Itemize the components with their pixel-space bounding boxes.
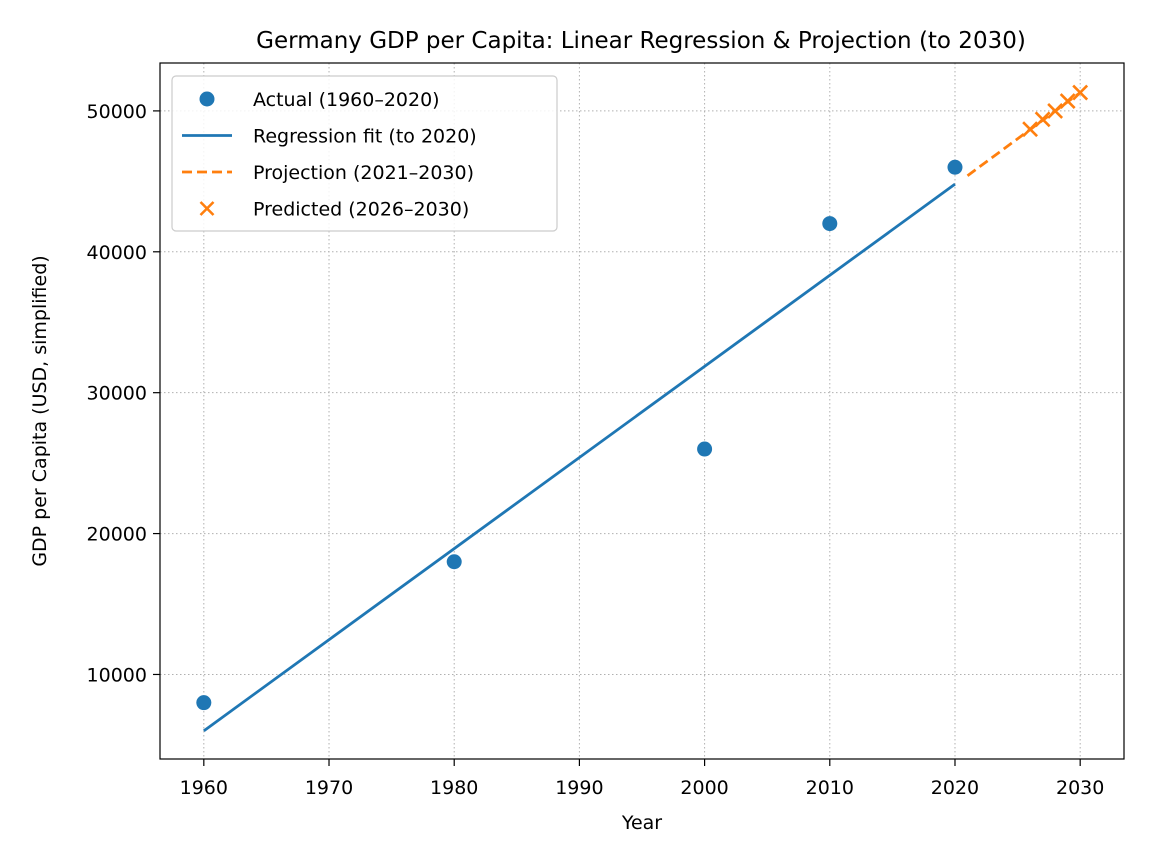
x-tick-label: 1970: [305, 777, 353, 799]
y-tick-label: 10000: [87, 664, 147, 686]
data-point: [822, 216, 838, 232]
x-tick-label: 2030: [1056, 777, 1104, 799]
x-tick-label: 2010: [806, 777, 854, 799]
plot-area: [196, 84, 1089, 732]
data-point: [697, 441, 713, 457]
chart-title: Germany GDP per Capita: Linear Regressio…: [256, 28, 1026, 54]
predicted-point-stroke: [1059, 93, 1076, 109]
x-tick-label: 2000: [680, 777, 728, 799]
legend-label: Predicted (2026–2030): [253, 199, 469, 221]
axes-frame: [159, 62, 1125, 760]
y-tick-label: 50000: [87, 101, 147, 123]
y-tick-label: 40000: [87, 242, 147, 264]
series-line-2: [966, 91, 1082, 177]
y-tick-label: 30000: [87, 383, 147, 405]
x-tick-label: 1960: [180, 777, 228, 799]
legend-item: Predicted (2026–2030): [199, 199, 469, 221]
x-axis-label: Year: [621, 812, 662, 834]
predicted-point-stroke: [1047, 102, 1064, 119]
x-tick-label: 1980: [430, 777, 478, 799]
legend-label: Projection (2021–2030): [253, 162, 474, 184]
predicted-point-stroke: [1022, 121, 1039, 138]
legend-item: Projection (2021–2030): [182, 162, 474, 184]
y-tick-label: 20000: [87, 524, 147, 546]
legend: Actual (1960–2020) Regression fit (to 202…: [171, 75, 558, 232]
predicted-point: [1022, 121, 1039, 138]
legend-item: Regression fit (to 2020): [182, 126, 477, 148]
predicted-point-stroke: [1034, 111, 1051, 128]
legend-box: [171, 75, 558, 232]
legend-swatch-marker-stroke: [199, 201, 215, 216]
predicted-point: [1059, 93, 1076, 109]
predicted-point: [1047, 102, 1064, 119]
predicted-point-stroke: [1072, 84, 1089, 101]
legend-label: Regression fit (to 2020): [253, 126, 477, 148]
legend-item: Actual (1960–2020): [199, 89, 440, 111]
y-axis-label: GDP per Capita (USD, simplified): [29, 255, 51, 566]
x-tick-label: 1990: [555, 777, 603, 799]
legend-swatch-marker: [199, 201, 215, 216]
predicted-point: [1072, 84, 1089, 101]
data-point: [446, 554, 462, 570]
series-line-1: [202, 183, 956, 732]
legend-label: Actual (1960–2020): [253, 89, 440, 111]
axis-ticks: 1960 1970 1980 1990 2000 2010 2020 2030 10000 200…: [87, 101, 1105, 799]
legend-swatch-marker: [199, 91, 215, 107]
x-tick-label: 2020: [931, 777, 979, 799]
data-point: [947, 159, 963, 175]
data-point: [196, 695, 212, 711]
predicted-point: [1034, 111, 1051, 128]
